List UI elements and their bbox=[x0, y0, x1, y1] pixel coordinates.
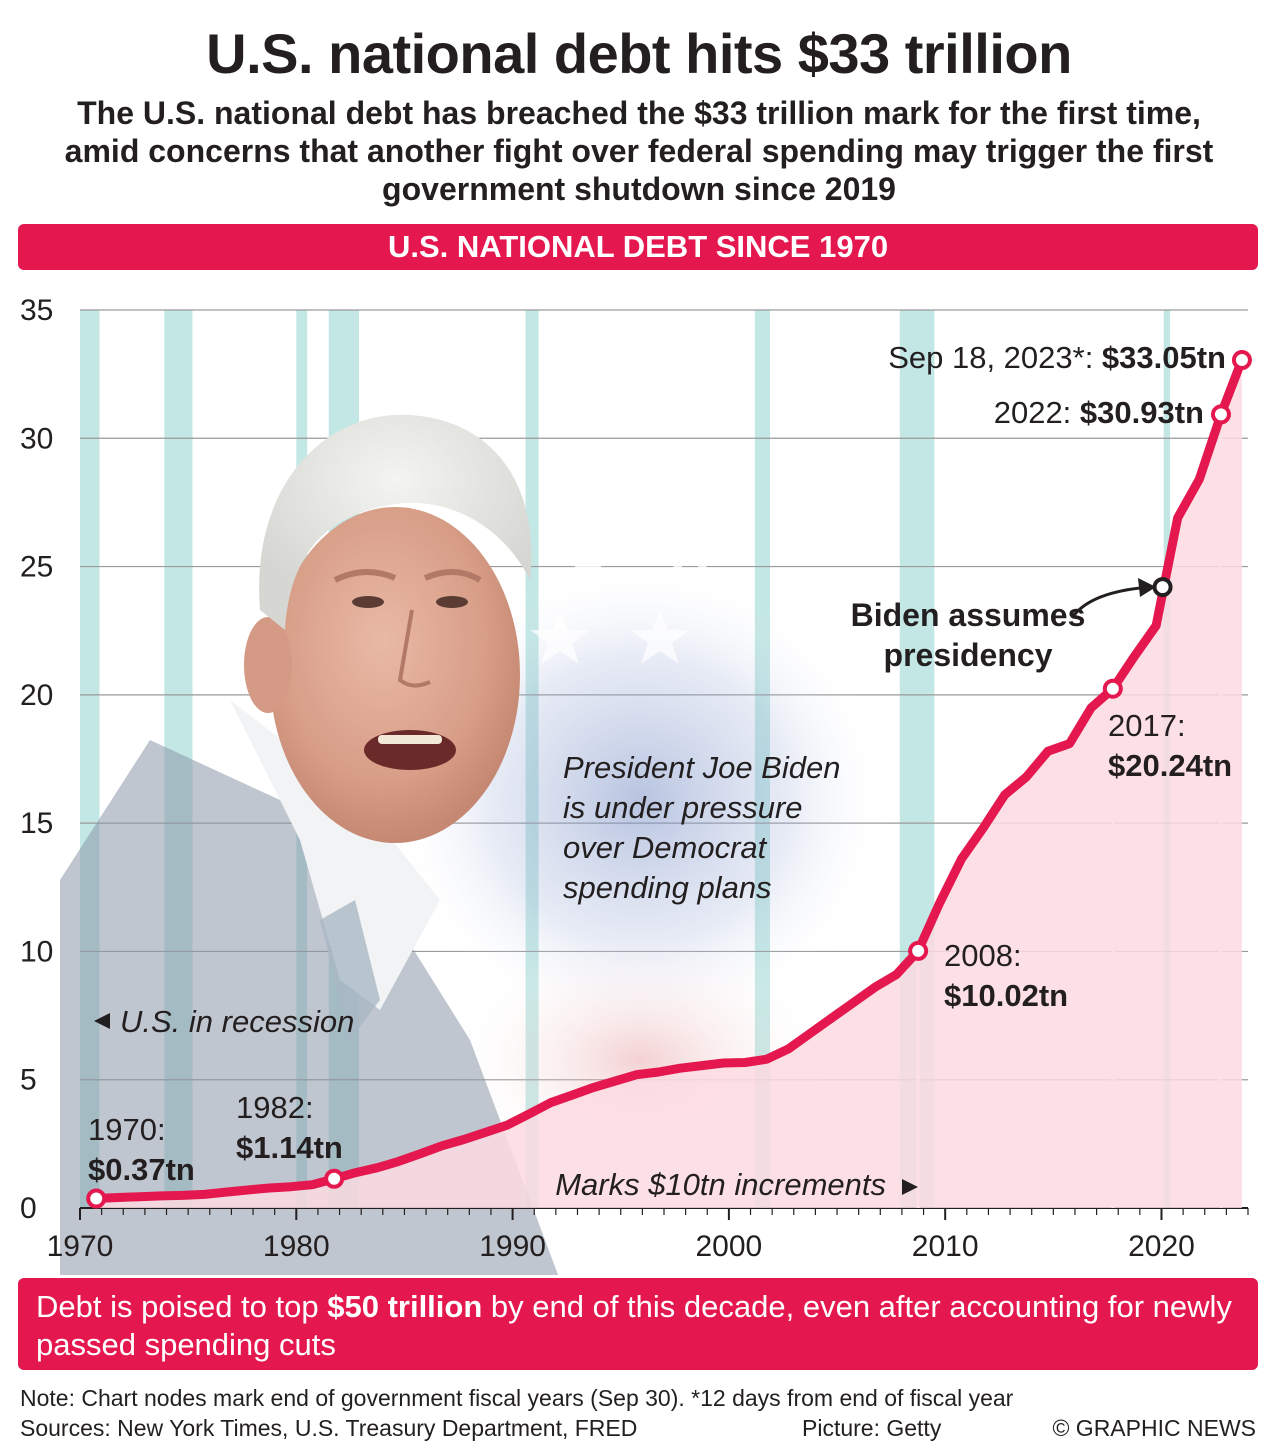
picture-credit: Picture: Getty bbox=[802, 1415, 942, 1441]
page-title: U.S. national debt hits $33 trillion bbox=[206, 22, 1072, 85]
flag-star bbox=[630, 610, 690, 664]
milestone-node bbox=[1210, 404, 1231, 425]
y-tick-label: 25 bbox=[20, 551, 53, 584]
milestone-label: 2022: $30.93tn bbox=[994, 395, 1204, 430]
photo-caption: President Joe Biden bbox=[563, 750, 840, 785]
debt-chart: 0 5 10 15 20 25 30 35 1970 1980 1990 2000 2010 2020 1… bbox=[20, 294, 1252, 1275]
chart-banner: U.S. NATIONAL DEBT SINCE 1970 bbox=[18, 224, 1258, 270]
milestone-node bbox=[324, 1168, 345, 1189]
y-tick-label: 10 bbox=[20, 935, 53, 968]
y-tick-label: 35 bbox=[20, 294, 53, 327]
debt-line-path bbox=[91, 355, 1247, 1203]
milestone-label: Sep 18, 2023*: $33.05tn bbox=[888, 340, 1226, 375]
x-tick-label: 2000 bbox=[696, 1230, 763, 1263]
brow bbox=[423, 569, 482, 583]
flag-star bbox=[530, 610, 590, 664]
recession-note-arrow bbox=[94, 1013, 110, 1029]
subtitle: The U.S. national debt has breached the … bbox=[64, 95, 1214, 207]
photo-caption: is under pressure bbox=[563, 790, 803, 825]
flag-star bbox=[660, 520, 720, 574]
milestone-node bbox=[908, 940, 929, 961]
biden-arrow bbox=[1070, 586, 1141, 619]
callout-highlight: $50 trillion bbox=[327, 1289, 483, 1324]
milestone-nodes bbox=[86, 350, 1252, 1209]
callout-text-end: by end of this decade, even after accoun… bbox=[36, 1289, 1232, 1362]
debt-line bbox=[91, 355, 1247, 1203]
y-tick-label: 5 bbox=[20, 1064, 37, 1097]
milestone-value-label: $0.37tn bbox=[88, 1152, 195, 1187]
biden-label: Biden assumes bbox=[851, 597, 1086, 633]
milestone-node bbox=[86, 1188, 107, 1209]
milestone-year-label: 1982: bbox=[236, 1090, 314, 1125]
milestone-year-label: 2017: bbox=[1108, 708, 1186, 743]
x-tick-label: 1970 bbox=[47, 1230, 114, 1263]
x-tick-label: 1990 bbox=[479, 1230, 546, 1263]
biden-node bbox=[1152, 577, 1173, 598]
x-tick-label: 1980 bbox=[263, 1230, 330, 1263]
y-tick-label: 0 bbox=[20, 1192, 37, 1225]
milestone-value-label: $10.02tn bbox=[944, 978, 1068, 1013]
shirt-collar bbox=[230, 700, 440, 1010]
hair bbox=[259, 414, 532, 630]
debt-area bbox=[96, 360, 1242, 1208]
chart-labels: 1970: $0.37tn 1982: $1.14tn 2008: $10.02tn 201… bbox=[88, 340, 1232, 1202]
photo-caption: over Democrat bbox=[563, 830, 768, 865]
nose bbox=[397, 609, 431, 688]
photo-caption: spending plans bbox=[563, 870, 772, 905]
ear bbox=[244, 617, 292, 713]
y-tick-label: 15 bbox=[20, 807, 53, 840]
biden-label: presidency bbox=[884, 637, 1053, 673]
y-tick-label: 20 bbox=[20, 679, 53, 712]
milestone-node bbox=[1102, 678, 1123, 699]
milestone-value-label: $33.05tn bbox=[1102, 340, 1226, 375]
x-tick-label: 2010 bbox=[912, 1230, 979, 1263]
milestone-year-label: 2008: bbox=[944, 938, 1022, 973]
milestone-year-label: 2022: bbox=[994, 395, 1080, 430]
flag-star bbox=[558, 530, 618, 584]
milestone-value-label: $1.14tn bbox=[236, 1130, 343, 1165]
increments-note: Marks $10tn increments bbox=[555, 1167, 886, 1202]
debt-area-fill bbox=[96, 360, 1242, 1208]
milestone-node bbox=[1231, 350, 1252, 371]
eye bbox=[352, 596, 384, 608]
tie bbox=[320, 900, 380, 1040]
milestone-value-label: $30.93tn bbox=[1080, 395, 1204, 430]
biden-arrow-head bbox=[1138, 578, 1156, 597]
projection-callout: Debt is poised to top $50 trillion by en… bbox=[18, 1278, 1258, 1370]
suit bbox=[60, 740, 559, 1275]
sources: Sources: New York Times, U.S. Treasury D… bbox=[20, 1415, 638, 1441]
recession-note: U.S. in recession bbox=[120, 1004, 354, 1039]
footnote: Note: Chart nodes mark end of government… bbox=[20, 1385, 1014, 1411]
milestone-year-label: Sep 18, 2023*: bbox=[888, 340, 1102, 375]
eye bbox=[436, 596, 468, 608]
y-tick-label: 30 bbox=[20, 422, 53, 455]
teeth bbox=[378, 735, 442, 744]
milestone-year-label: 1970: bbox=[88, 1112, 166, 1147]
publisher-credit: © GRAPHIC NEWS bbox=[1052, 1415, 1256, 1441]
milestone-value-label: $20.24tn bbox=[1108, 748, 1232, 783]
face bbox=[270, 507, 520, 843]
callout-text: Debt is poised to top bbox=[36, 1289, 328, 1324]
x-tick-label: 2020 bbox=[1128, 1230, 1195, 1263]
increments-note-arrow bbox=[902, 1179, 918, 1195]
brow bbox=[333, 568, 397, 583]
